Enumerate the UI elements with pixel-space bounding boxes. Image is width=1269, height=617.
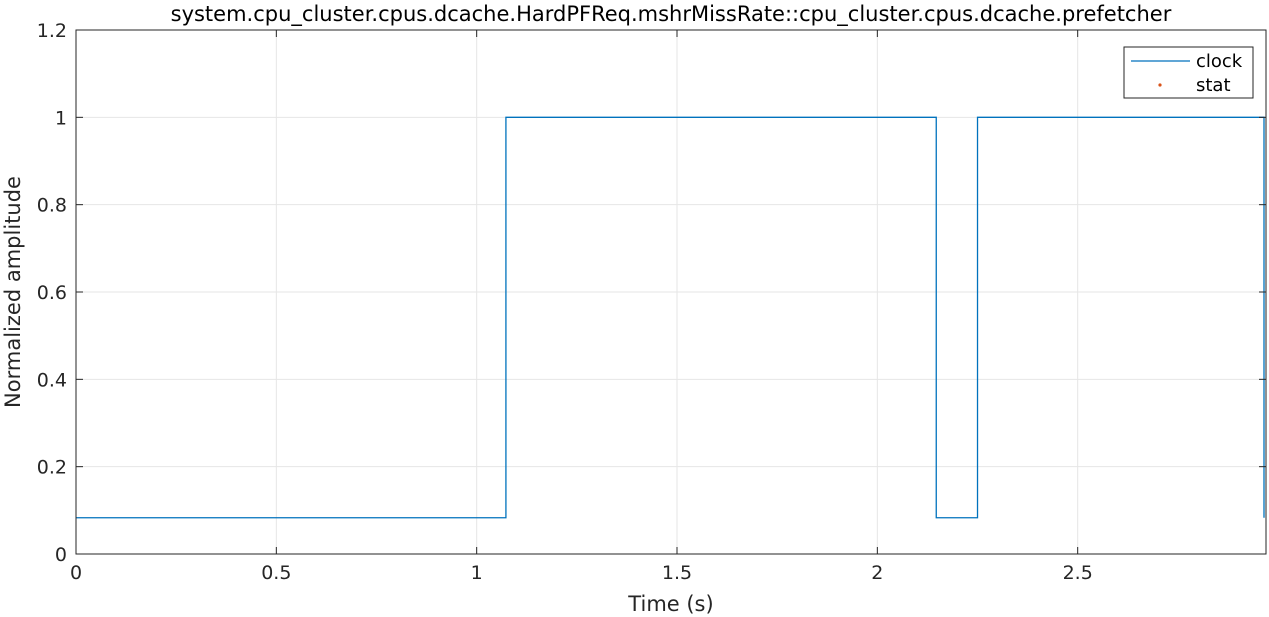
y-tick-label: 0.8 bbox=[37, 195, 67, 217]
series-line-clock bbox=[76, 116, 1265, 519]
y-tick-label: 0 bbox=[55, 544, 67, 566]
x-tick-label: 0.5 bbox=[261, 562, 291, 584]
x-tick-label: 0 bbox=[70, 562, 82, 584]
legend-swatch-stat bbox=[1158, 83, 1162, 87]
x-tick-label: 1.5 bbox=[662, 562, 692, 584]
y-tick-label: 0.2 bbox=[37, 457, 67, 479]
x-axis-title: Time (s) bbox=[627, 592, 713, 616]
y-tick-label: 1.2 bbox=[37, 20, 67, 42]
legend-label-clock: clock bbox=[1196, 51, 1243, 72]
y-tick-label: 1 bbox=[55, 107, 67, 129]
series-layer bbox=[76, 116, 1265, 519]
tick-labels: 0 0.5 1 1.5 2 2.5 0 0.2 0.4 0.6 0.8 1 1.2 bbox=[37, 20, 1093, 584]
legend: clock stat bbox=[1123, 46, 1254, 99]
y-axis-title: Normalized amplitude bbox=[1, 176, 25, 408]
y-tick-label: 0.4 bbox=[37, 369, 67, 391]
y-tick-label: 0.6 bbox=[37, 282, 67, 304]
legend-label-stat: stat bbox=[1196, 75, 1231, 96]
legend-box bbox=[1123, 46, 1254, 99]
chart-title: system.cpu_cluster.cpus.dcache.HardPFReq… bbox=[171, 2, 1172, 27]
tick-marks bbox=[75, 29, 1266, 555]
x-tick-label: 2 bbox=[871, 562, 883, 584]
x-tick-label: 2.5 bbox=[1063, 562, 1093, 584]
x-tick-label: 1 bbox=[471, 562, 483, 584]
